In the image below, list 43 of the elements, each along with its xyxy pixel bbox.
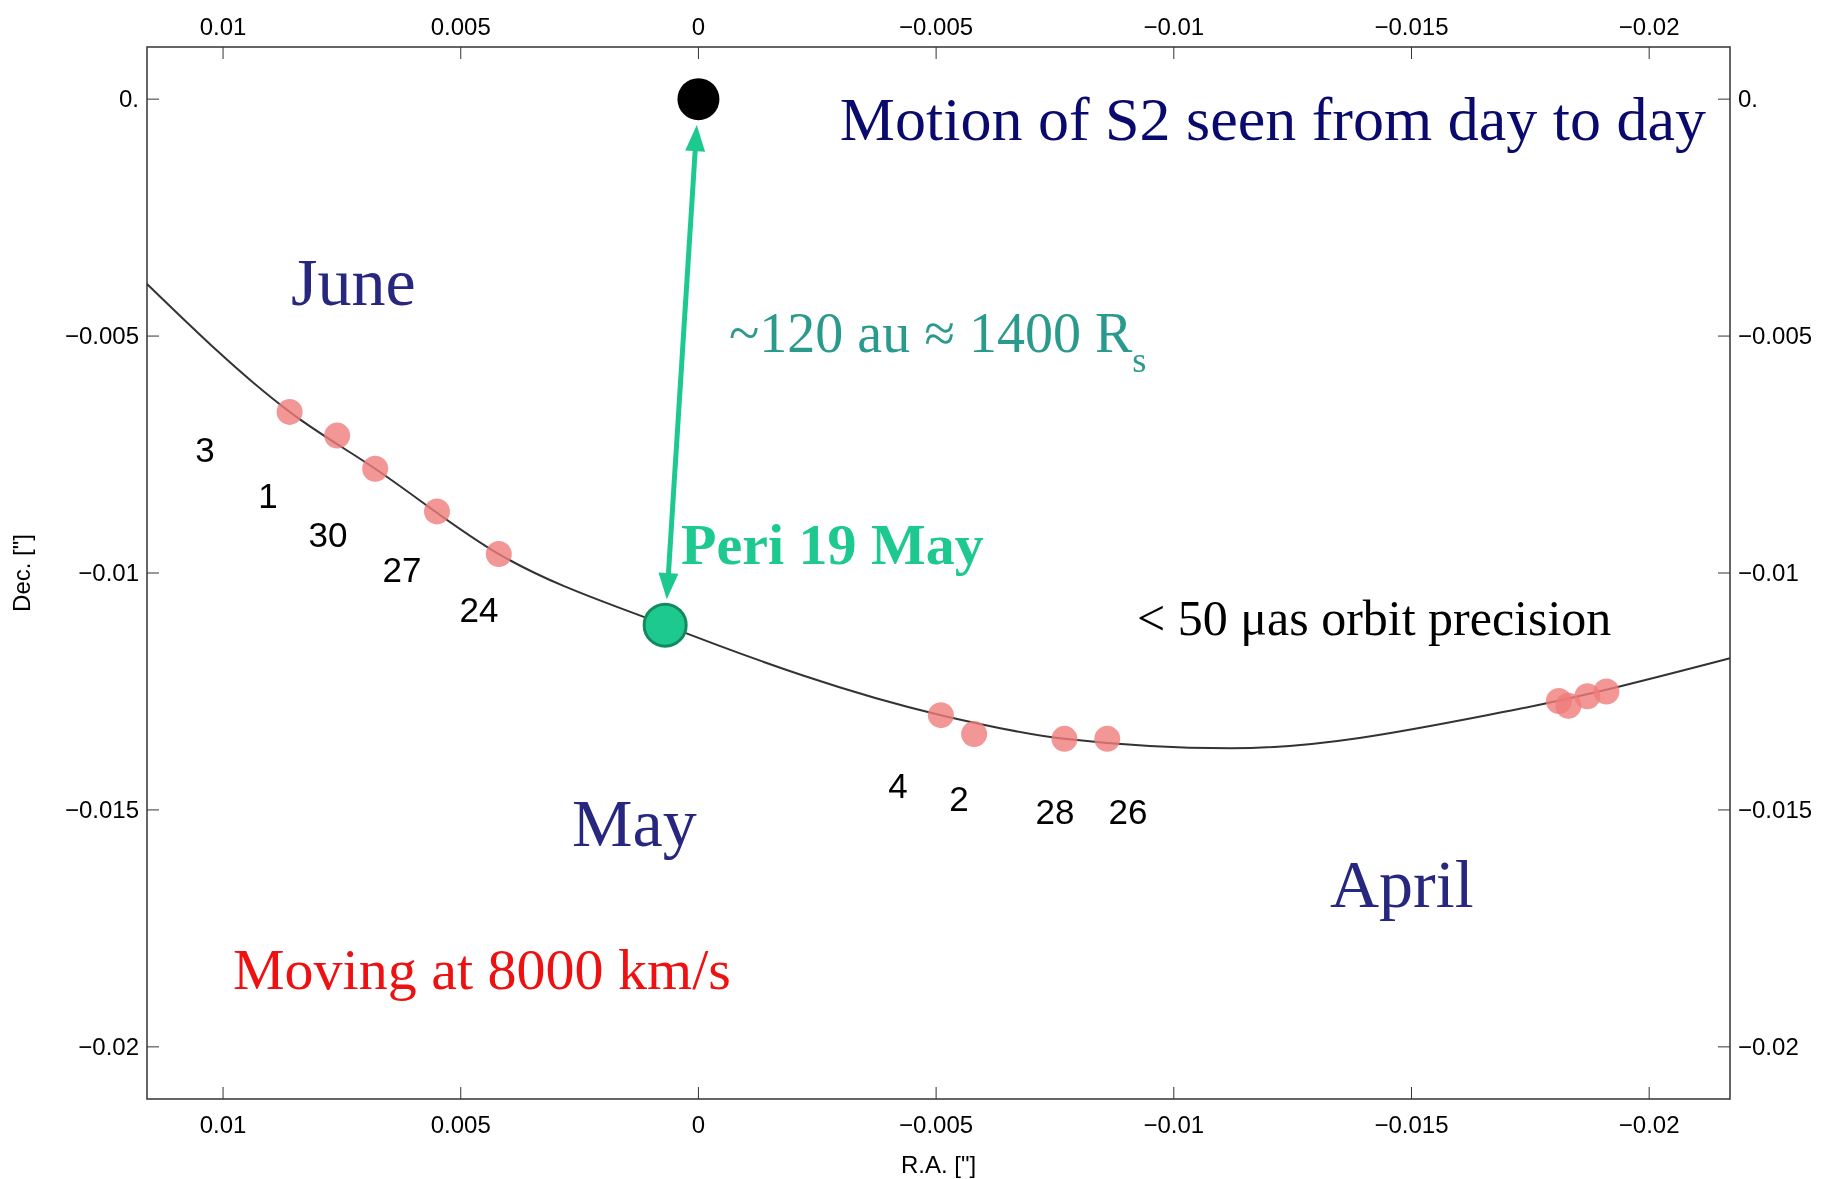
annotation: 30 [308,515,348,554]
y2-tick-label: −0.015 [1738,795,1813,823]
y-tick-label: −0.005 [64,322,139,350]
annotation: Moving at 8000 km/s [233,937,731,1002]
x-tick-label: 0 [691,13,706,40]
annotation: 27 [382,550,422,589]
x2-tick-label: 0.01 [199,1111,247,1138]
x-tick-label: −0.02 [1618,13,1680,40]
y-tick-label: −0.01 [78,559,139,586]
annotation: May [572,785,697,861]
y2-tick-label: −0.02 [1738,1032,1799,1060]
y-tick-label: −0.02 [78,1032,139,1060]
x-tick-label: 0.01 [199,13,247,40]
x-tick-label: −0.01 [1143,13,1205,40]
x2-tick-label: −0.01 [1143,1111,1205,1138]
annotation: Peri 19 May [681,512,984,577]
y2-tick-label: −0.005 [1738,322,1813,350]
annotation: 4 [888,766,908,805]
annotation: 26 [1108,792,1148,831]
x-tick-label: 0.005 [430,13,491,40]
text: Motion of S2 seen from day to day [839,85,1706,153]
y-axis-title: Dec. ["] [8,534,35,612]
annotation: 28 [1035,792,1075,831]
annotation: < 50 μas orbit precision [1137,590,1612,646]
y2-tick-label: 0. [1738,85,1759,113]
x-tick-label: −0.005 [899,13,974,40]
x2-tick-label: 0 [691,1111,706,1138]
x2-tick-label: −0.005 [899,1111,974,1138]
annotation: June [291,244,416,320]
annotation: 1 [258,476,278,515]
x2-tick-label: 0.005 [430,1111,491,1138]
x2-tick-label: −0.02 [1618,1111,1680,1138]
annotation: 24 [459,590,499,629]
x-tick-label: −0.015 [1374,13,1449,40]
x-axis-title: R.A. ["] [900,1151,977,1178]
y2-tick-label: −0.01 [1738,559,1799,586]
annotation: 2 [949,779,969,818]
x2-tick-label: −0.015 [1374,1111,1449,1138]
annotation: 3 [195,430,215,469]
annotation: ~120 au ≈ 1400 R$_{s}$ [729,302,1147,380]
y-tick-label: −0.015 [64,795,139,823]
y-tick-label: 0. [118,85,139,113]
annotation: April [1330,846,1474,922]
